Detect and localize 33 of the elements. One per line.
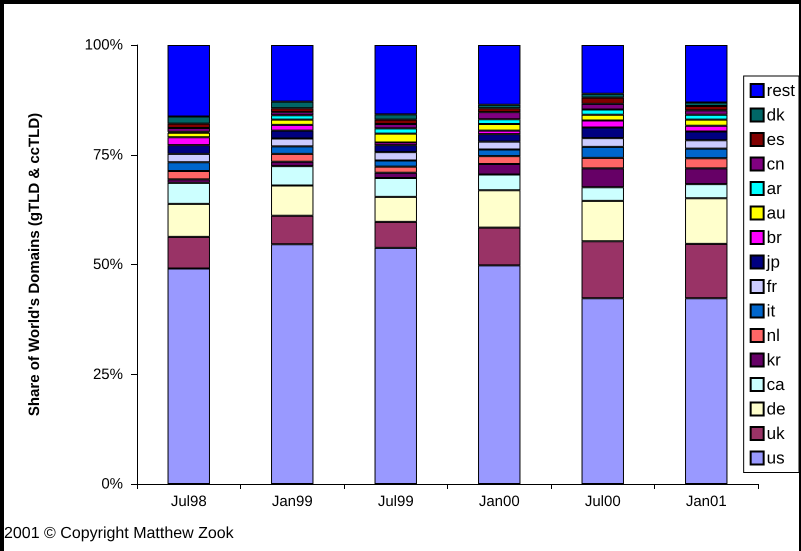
legend-label: jp [766,252,780,272]
legend-label: es [766,130,785,149]
legend-label: ar [766,179,782,198]
x-tick-label: Jan00 [478,493,520,510]
bar [478,45,520,105]
x-tick-label: Jan01 [686,493,727,510]
bar [271,112,314,116]
x-tick-label: Jul99 [378,493,414,510]
legend-label: it [766,302,776,320]
x-tick-label: Jul98 [170,493,207,510]
bar [582,45,624,94]
legend-label: nl [766,326,780,345]
y-tick-label: 0% [101,476,123,492]
y-tick-label: 100% [84,36,123,54]
y-tick-label: 25% [92,366,123,383]
x-tick-label: Jan99 [272,493,313,510]
legend-label: uk [766,424,786,443]
legend-label: au [766,204,786,222]
bar [685,45,728,103]
legend-label: dk [766,106,786,124]
legend-label: ca [766,375,786,394]
legend-label: us [766,448,785,468]
y-tick-label: 75% [92,146,123,164]
text: 2001 © Copyright Matthew Zook [4,525,234,543]
legend-label: cn [766,154,785,174]
y-tick-label: 50% [92,256,123,273]
legend-label: de [766,400,786,418]
legend-label: rest [766,81,796,100]
x-tick-label: Jul00 [584,493,621,510]
legend-label: kr [766,350,782,370]
legend-label: fr [766,277,778,296]
legend-label: br [766,228,782,247]
y-axis-title: Share of World's Domains (gTLD & ccTLD) [26,112,43,416]
